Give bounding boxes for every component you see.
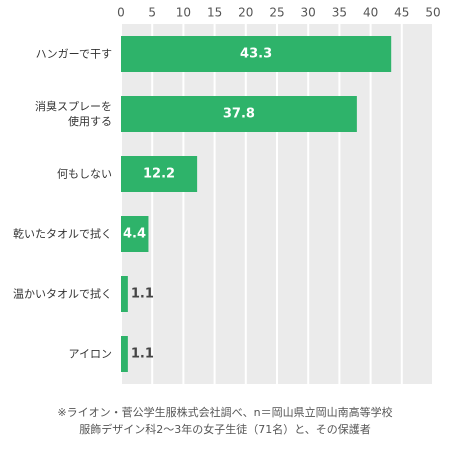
category-label: 消臭スプレーを 使用する [35, 100, 112, 128]
category-label: アイロン [68, 347, 112, 361]
bar [121, 96, 357, 132]
value-label: 12.2 [143, 167, 175, 182]
value-label: 4.4 [123, 227, 146, 242]
x-tick-label: 45 [394, 6, 409, 20]
x-tick-label: 15 [207, 6, 222, 20]
x-tick-label: 20 [238, 6, 253, 20]
value-label: 1.1 [131, 347, 154, 362]
x-tick-label: 5 [148, 6, 156, 20]
x-tick-label: 30 [301, 6, 316, 20]
x-tick-label: 50 [425, 6, 440, 20]
x-tick-label: 40 [363, 6, 378, 20]
x-tick-label: 0 [117, 6, 125, 20]
x-tick-label: 35 [332, 6, 347, 20]
category-label: 乾いたタオルで拭く [13, 227, 112, 241]
category-label: ハンガーで干す [35, 47, 112, 61]
value-label: 43.3 [240, 47, 272, 62]
source-note: ※ライオン・菅公学生服株式会社調べ、n＝岡山県立岡山南高等学校 服飾デザイン科2… [57, 406, 393, 436]
category-label: 温かいタオルで拭く [13, 287, 112, 301]
x-tick-label: 10 [176, 6, 191, 20]
value-label: 37.8 [223, 107, 255, 122]
bar [121, 276, 128, 312]
bar [121, 36, 392, 72]
x-tick-label: 25 [269, 6, 284, 20]
bar [121, 336, 128, 372]
value-label: 1.1 [131, 287, 154, 302]
bar [121, 216, 149, 252]
bar [121, 156, 198, 192]
category-label: 何もしない [57, 167, 112, 181]
